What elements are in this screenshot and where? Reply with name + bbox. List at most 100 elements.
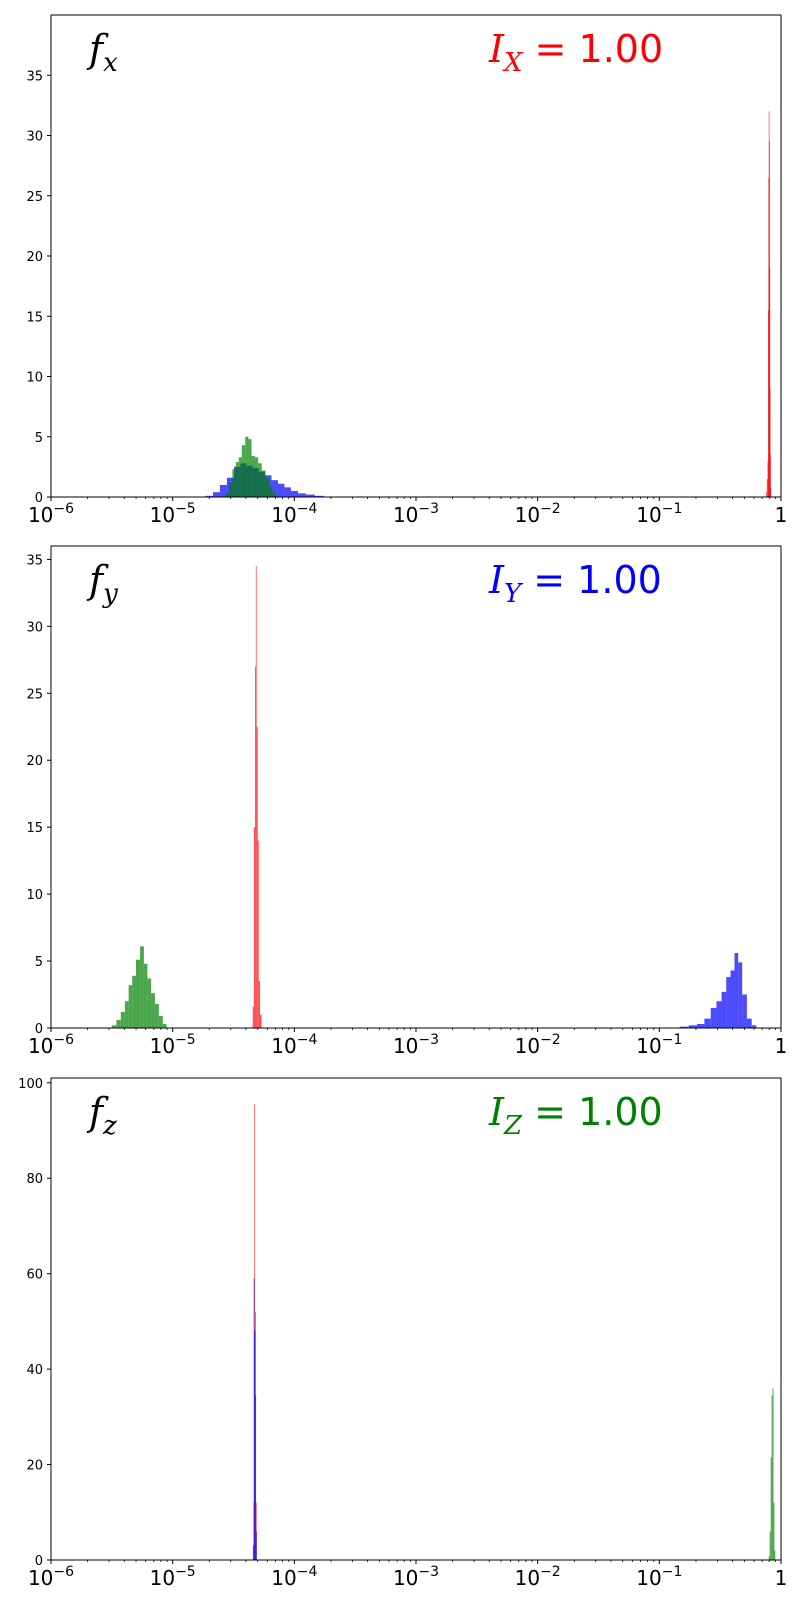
histogram-bar: [679, 1026, 689, 1028]
histogram-bar: [688, 1025, 698, 1028]
histogram-bar: [251, 456, 255, 497]
x-tick-label: 10−1: [636, 1032, 682, 1058]
x-tick-label: 10−4: [271, 501, 317, 527]
histogram-bar: [255, 1395, 257, 1560]
histogram-bar: [140, 946, 144, 1028]
histogram-series: [252, 1278, 257, 1560]
x-tick-label: 10−5: [150, 1564, 196, 1590]
x-tick-label: 10−4: [271, 1032, 317, 1058]
histogram-bar: [271, 480, 278, 497]
panel-label: fx: [86, 27, 118, 78]
x-tick-label: 10−2: [515, 1032, 561, 1058]
x-tick-label: 10−2: [515, 501, 561, 527]
histogram-bar: [158, 1015, 163, 1028]
histogram-bar: [766, 492, 767, 497]
integral-annotation: IX = 1.00: [488, 27, 663, 78]
histogram-bar: [290, 490, 299, 497]
y-tick-label: 15: [26, 310, 43, 325]
histogram-bar: [277, 483, 285, 497]
histogram-bar: [254, 457, 259, 497]
y-tick-label: 40: [26, 1363, 43, 1378]
histogram-bar: [253, 827, 255, 1028]
histogram-bar: [124, 1001, 129, 1028]
panel-label: fy: [86, 558, 118, 609]
x-tick-label: 10−2: [515, 1564, 561, 1590]
histogram-bar: [770, 1457, 772, 1560]
histogram-bar: [734, 953, 739, 1028]
histogram-bar: [205, 495, 213, 497]
panel-label: fz: [86, 1090, 117, 1141]
histogram-bar: [225, 493, 229, 497]
histogram-bar: [248, 439, 252, 497]
y-tick-label: 20: [26, 250, 43, 265]
histogram-bar: [252, 1545, 254, 1560]
axes-frame: [50, 1077, 782, 1561]
y-tick-label: 25: [26, 190, 43, 205]
histogram-bar: [314, 495, 324, 497]
histogram-series: [225, 436, 276, 497]
y-tick-label: 35: [26, 553, 43, 568]
histogram-bar: [738, 962, 743, 1028]
x-tick-label: 10−5: [150, 501, 196, 527]
x-tick-label: 10−6: [28, 1564, 74, 1590]
histogram-bar: [162, 1023, 167, 1028]
histogram-bar: [128, 985, 133, 1028]
y-tick-label: 10: [26, 371, 43, 386]
histogram-bar: [767, 460, 769, 497]
y-tick-label: 100: [18, 1077, 43, 1092]
histogram-bar: [241, 445, 246, 497]
histogram-bar: [770, 487, 772, 497]
y-tick-label: 15: [26, 821, 43, 836]
x-tick-label: 1: [775, 1566, 788, 1590]
y-tick-label: 20: [26, 754, 43, 769]
histogram-bar: [147, 978, 152, 1028]
histogram-panel-x: 0 5 10 15 20 25 30 35 10−6 10−5 10−4 10−3 10−2 10−1 1 f…: [26, 14, 787, 527]
y-tick-label: 20: [26, 1459, 43, 1474]
histogram-bar: [721, 991, 727, 1028]
axes-frame: [50, 14, 782, 498]
y-tick-label: 5: [35, 955, 43, 970]
y-tick-label: 5: [35, 431, 43, 446]
histogram-bar: [284, 487, 291, 497]
y-tick-label: 80: [26, 1172, 43, 1187]
integral-annotation: IY = 1.00: [488, 558, 662, 609]
histogram-series: [768, 1388, 776, 1560]
x-tick-label: 10−5: [150, 1032, 196, 1058]
histogram-bar: [151, 993, 155, 1028]
y-tick-label: 60: [26, 1268, 43, 1283]
histogram-bar: [256, 1531, 257, 1560]
histogram-bar: [257, 840, 259, 1028]
histogram-bar: [726, 977, 731, 1028]
histogram-series: [679, 953, 757, 1028]
histogram-bar: [245, 436, 249, 497]
x-tick-label: 1: [775, 1034, 788, 1058]
histogram-bar: [742, 994, 747, 1028]
histogram-bar: [120, 1011, 125, 1028]
histogram-bar: [704, 1018, 711, 1028]
histogram-bar: [258, 463, 262, 497]
axes-frame: [50, 545, 782, 1029]
histogram-bar: [265, 477, 270, 497]
histogram-bar: [769, 1531, 771, 1560]
histogram-bar: [212, 492, 220, 497]
histogram-bar: [219, 484, 227, 497]
histogram-bar: [272, 492, 276, 497]
histogram-bar: [143, 963, 148, 1028]
histogram-series: [252, 566, 262, 1028]
y-tick-label: 0: [35, 491, 43, 506]
histogram-bar: [730, 970, 735, 1028]
x-tick-label: 10−6: [28, 501, 74, 527]
histogram-bar: [746, 1018, 752, 1028]
histogram-bar: [773, 1502, 775, 1560]
histogram-bar: [305, 494, 315, 497]
histogram-bar: [154, 1003, 159, 1028]
histogram-bar: [298, 493, 306, 497]
y-tick-label: 30: [26, 130, 43, 145]
histogram-bar: [235, 462, 239, 497]
histogram-bar: [258, 981, 261, 1028]
histogram-bar: [769, 268, 771, 497]
histogram-bar: [766, 478, 768, 497]
x-tick-label: 10−3: [393, 501, 439, 527]
histogram-bar: [269, 486, 273, 497]
